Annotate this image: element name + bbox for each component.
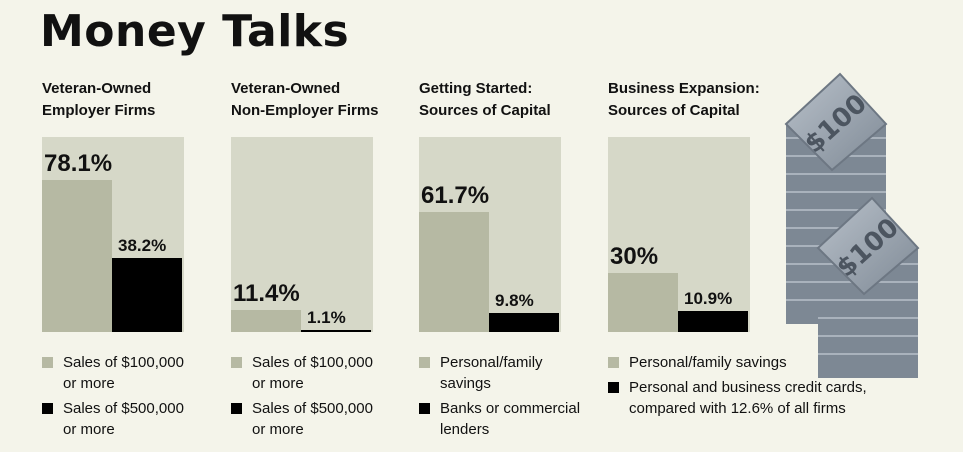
legend-line: lenders xyxy=(440,421,490,438)
legend-item: Sales of $100,000 or more xyxy=(231,352,491,394)
legend-line: Personal and business credit cards, xyxy=(629,379,867,396)
bar-personal-family-savings xyxy=(608,273,678,332)
bar-sales-500k xyxy=(112,258,182,332)
bar-credit-cards xyxy=(678,311,748,332)
legend: Sales of $100,000 or more Sales of $500,… xyxy=(42,352,302,444)
value-label: 38.2% xyxy=(118,236,167,255)
legend-item: Personal and business credit cards, comp… xyxy=(608,377,868,419)
legend: Sales of $100,000 or more Sales of $500,… xyxy=(231,352,491,444)
legend-line: Sales of $500,000 xyxy=(63,400,184,417)
panel-title: Veteran-Owned Employer Firms xyxy=(42,78,155,122)
value-label: 11.4% xyxy=(233,280,300,307)
dollar-bills-stack-icon: $100 $100 xyxy=(784,72,920,378)
panel-title-line: Sources of Capital xyxy=(608,102,740,119)
panel-veteran-non-employer: Veteran-Owned Non-Employer Firms 11.4% 1… xyxy=(231,0,421,452)
panel-title-line: Veteran-Owned xyxy=(42,80,152,97)
legend-line: Personal/family savings xyxy=(629,354,787,371)
panel-title-line: Business Expansion: xyxy=(608,80,760,97)
legend-line: Sales of $100,000 xyxy=(252,354,373,371)
panel-getting-started: Getting Started: Sources of Capital 61.7… xyxy=(419,0,609,452)
panel-title-line: Non-Employer Firms xyxy=(231,102,379,119)
legend-line: compared with 12.6% of all firms xyxy=(629,400,846,417)
bar-chart: 30% 10.9% xyxy=(608,137,750,332)
legend-swatch xyxy=(419,357,430,368)
legend-line: or more xyxy=(252,421,304,438)
panel-title: Getting Started: Sources of Capital xyxy=(419,78,551,122)
value-label: 1.1% xyxy=(307,308,346,327)
legend-item: Banks or commercial lenders xyxy=(419,398,679,440)
legend: Personal/family savings Banks or commerc… xyxy=(419,352,679,444)
legend-swatch xyxy=(42,403,53,414)
legend-swatch xyxy=(608,357,619,368)
bar-sales-500k xyxy=(301,330,371,332)
legend-line: Personal/family xyxy=(440,354,543,371)
bar-personal-family-savings xyxy=(419,212,489,332)
panel-title-line: Getting Started: xyxy=(419,80,533,97)
legend-swatch xyxy=(231,357,242,368)
bar-sales-100k xyxy=(231,310,301,332)
legend-item: Sales of $500,000 or more xyxy=(231,398,491,440)
panel-title: Veteran-Owned Non-Employer Firms xyxy=(231,78,379,122)
bar-sales-100k xyxy=(42,180,112,332)
legend-item: Personal/family savings xyxy=(608,352,868,373)
bar-chart: 78.1% 38.2% xyxy=(42,137,184,332)
bar-chart: 61.7% 9.8% xyxy=(419,137,561,332)
panel-title-line: Employer Firms xyxy=(42,102,156,119)
value-label: 30% xyxy=(610,243,659,270)
panel-veteran-employer: Veteran-Owned Employer Firms 78.1% 38.2%… xyxy=(42,0,232,452)
legend-line: Banks or commercial xyxy=(440,400,581,417)
legend-item: Personal/family savings xyxy=(419,352,679,394)
legend-item: Sales of $500,000 or more xyxy=(42,398,302,440)
legend-swatch xyxy=(608,382,619,393)
panel-title-line: Sources of Capital xyxy=(419,102,551,119)
panel-title-line: Veteran-Owned xyxy=(231,80,341,97)
panel-title: Business Expansion: Sources of Capital xyxy=(608,78,760,122)
value-label: 61.7% xyxy=(421,182,490,209)
value-label: 10.9% xyxy=(684,289,733,308)
page-title: Money Talks xyxy=(40,6,350,57)
legend-line: Sales of $500,000 xyxy=(252,400,373,417)
legend-item: Sales of $100,000 or more xyxy=(42,352,302,394)
front-stack: $100 xyxy=(816,196,920,378)
bar-banks-lenders xyxy=(489,313,559,332)
legend-swatch xyxy=(419,403,430,414)
legend-line: savings xyxy=(440,375,491,392)
legend-line: or more xyxy=(252,375,304,392)
legend: Personal/family savings Personal and bus… xyxy=(608,352,868,423)
legend-line: or more xyxy=(63,421,115,438)
panel-business-expansion: Business Expansion: Sources of Capital 3… xyxy=(608,0,867,452)
legend-swatch xyxy=(42,357,53,368)
value-label: 9.8% xyxy=(495,291,534,310)
bar-chart: 11.4% 1.1% xyxy=(231,137,373,332)
legend-swatch xyxy=(231,403,242,414)
legend-line: Sales of $100,000 xyxy=(63,354,184,371)
legend-line: or more xyxy=(63,375,115,392)
value-label: 78.1% xyxy=(44,150,113,177)
